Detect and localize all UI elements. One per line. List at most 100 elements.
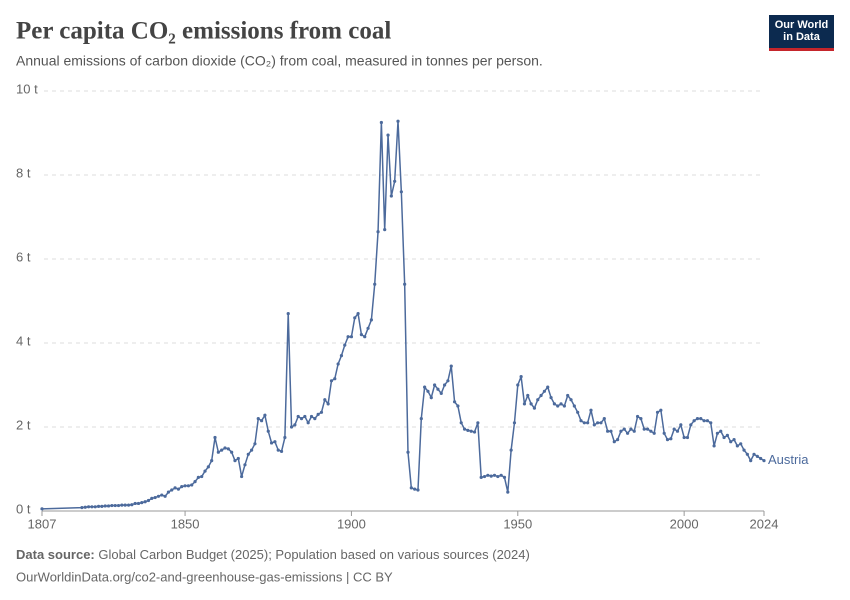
point bbox=[632, 429, 636, 433]
point bbox=[532, 406, 537, 410]
point bbox=[536, 398, 540, 402]
point bbox=[193, 480, 197, 484]
point bbox=[732, 438, 736, 442]
point bbox=[592, 423, 596, 427]
point bbox=[329, 379, 334, 383]
point bbox=[606, 429, 610, 433]
point bbox=[353, 316, 357, 320]
point bbox=[399, 190, 403, 194]
point bbox=[136, 501, 141, 506]
y-tick-label: 2 t bbox=[16, 417, 31, 432]
footer: OurWorldinData.org/co2-and-greenhouse-ga… bbox=[16, 569, 393, 584]
point bbox=[566, 393, 570, 398]
point bbox=[373, 282, 377, 286]
point bbox=[579, 419, 583, 423]
point bbox=[90, 505, 94, 509]
logo-bar bbox=[769, 48, 834, 51]
point bbox=[645, 427, 650, 431]
point bbox=[682, 435, 686, 440]
line bbox=[41, 121, 765, 510]
point bbox=[256, 417, 260, 421]
point bbox=[649, 429, 653, 433]
point bbox=[269, 441, 274, 445]
point bbox=[699, 417, 703, 421]
point bbox=[642, 427, 646, 431]
point bbox=[143, 500, 147, 504]
point bbox=[313, 417, 317, 421]
point bbox=[752, 452, 756, 456]
point bbox=[482, 474, 487, 479]
logo-text: Our World in Data bbox=[774, 19, 829, 43]
point bbox=[246, 452, 250, 456]
point bbox=[616, 438, 620, 442]
point bbox=[609, 429, 613, 433]
point bbox=[319, 410, 324, 414]
point bbox=[512, 421, 517, 425]
point bbox=[339, 354, 344, 358]
point bbox=[522, 402, 527, 406]
point bbox=[735, 444, 739, 448]
point bbox=[160, 493, 164, 497]
point bbox=[409, 486, 413, 490]
point bbox=[519, 375, 523, 379]
point bbox=[223, 446, 227, 450]
point bbox=[406, 450, 410, 454]
point bbox=[163, 494, 167, 498]
x-tick-label: 1807 bbox=[28, 516, 57, 531]
point bbox=[86, 505, 91, 509]
point bbox=[725, 433, 730, 437]
point bbox=[133, 501, 137, 506]
point bbox=[83, 505, 87, 509]
point bbox=[576, 410, 580, 414]
chart-title: Per capita CO₂ emissions from coal bbox=[16, 18, 391, 45]
point bbox=[556, 404, 560, 408]
point bbox=[383, 228, 387, 232]
logo-box bbox=[769, 15, 834, 50]
point bbox=[729, 440, 733, 444]
point bbox=[709, 421, 713, 425]
point bbox=[240, 474, 244, 479]
point bbox=[489, 474, 493, 478]
point bbox=[742, 448, 746, 452]
logo: Our World in Data bbox=[769, 15, 834, 51]
point bbox=[150, 496, 154, 500]
point bbox=[486, 473, 490, 477]
point bbox=[336, 362, 340, 366]
point bbox=[562, 404, 566, 408]
point bbox=[496, 474, 500, 479]
point bbox=[625, 431, 630, 435]
point bbox=[309, 414, 314, 419]
point bbox=[326, 402, 330, 406]
point bbox=[589, 408, 593, 412]
point bbox=[719, 429, 723, 433]
point bbox=[356, 312, 360, 316]
point bbox=[413, 487, 417, 491]
point bbox=[695, 417, 700, 421]
point bbox=[689, 423, 693, 427]
point bbox=[745, 452, 749, 456]
point bbox=[243, 463, 247, 467]
point bbox=[639, 417, 643, 421]
x-tick-label: 2024 bbox=[750, 516, 779, 531]
point bbox=[306, 421, 310, 425]
point bbox=[259, 419, 264, 423]
point bbox=[96, 504, 101, 508]
point bbox=[635, 414, 640, 419]
point bbox=[40, 507, 44, 511]
point bbox=[456, 404, 460, 408]
point bbox=[140, 501, 144, 505]
point bbox=[253, 442, 257, 446]
point bbox=[183, 484, 187, 488]
x-tick-label: 2000 bbox=[670, 516, 699, 531]
logo-text-box: Our World in Data bbox=[774, 19, 829, 43]
point bbox=[100, 504, 104, 508]
point bbox=[126, 503, 131, 507]
point bbox=[363, 335, 367, 339]
y-tick-label: 10 t bbox=[16, 81, 38, 96]
point bbox=[675, 429, 680, 433]
point bbox=[156, 494, 161, 498]
point bbox=[220, 448, 224, 452]
point bbox=[346, 335, 350, 339]
point bbox=[80, 506, 84, 510]
